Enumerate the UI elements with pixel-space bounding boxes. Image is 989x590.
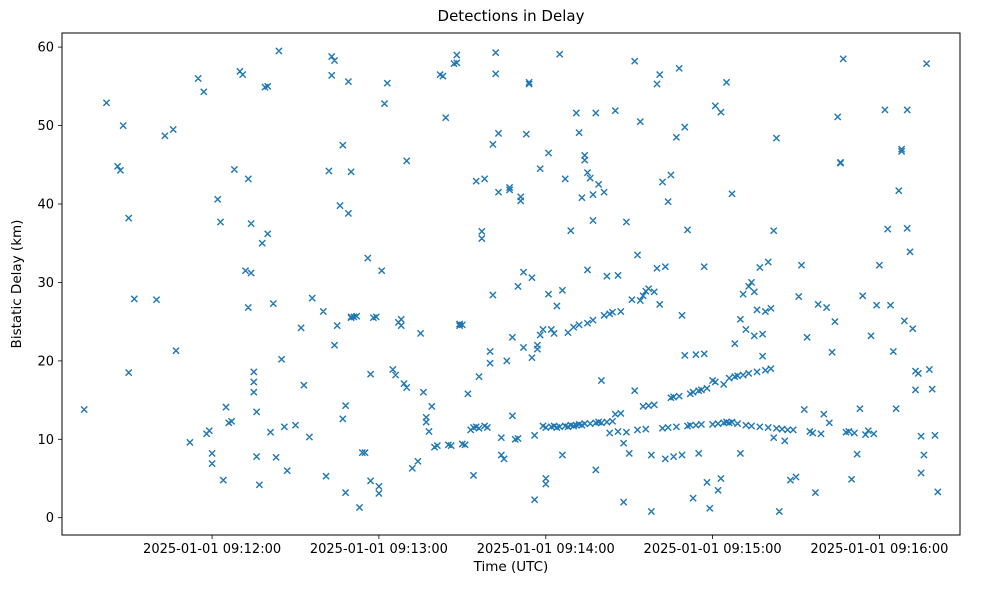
y-tick-label: 10 (37, 433, 54, 448)
x-tick-label: 2025-01-01 09:16:00 (810, 542, 948, 557)
y-tick-label: 40 (37, 198, 54, 213)
x-axis-label: Time (UTC) (473, 559, 549, 575)
plot-frame (61, 32, 961, 536)
scatter-points (80, 47, 942, 516)
y-tick-label: 30 (37, 276, 54, 291)
x-tick-label: 2025-01-01 09:15:00 (644, 542, 782, 557)
chart-title: Detections in Delay (437, 7, 585, 25)
y-axis-label: Bistatic Delay (km) (9, 219, 25, 349)
y-tick-label: 20 (37, 354, 54, 369)
y-tick-label: 60 (37, 41, 54, 56)
y-tick-label: 50 (37, 119, 54, 134)
y-tick-label: 0 (46, 511, 54, 526)
x-tick-label: 2025-01-01 09:13:00 (310, 542, 448, 557)
x-tick-label: 2025-01-01 09:12:00 (143, 542, 281, 557)
x-tick-label: 2025-01-01 09:14:00 (477, 542, 615, 557)
